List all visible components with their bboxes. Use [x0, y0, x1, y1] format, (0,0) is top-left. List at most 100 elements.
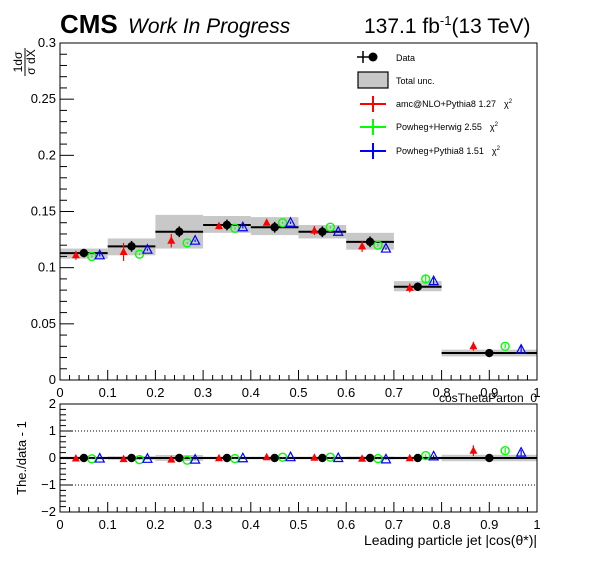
- ratio-y-tick-label: −2: [41, 504, 56, 519]
- main-amc-marker: [71, 250, 80, 259]
- ratio-y-tick-label: 2: [49, 396, 56, 411]
- ratio-data-marker: [222, 453, 232, 463]
- legend-pythia-chi2-value: 1.51: [466, 146, 484, 156]
- ratio-amc-marker: [310, 453, 319, 461]
- ratio-amc-marker: [262, 452, 271, 461]
- legend-entry-amc: amc@NLO+Pythia8 1.27 χ2: [360, 96, 513, 112]
- ratio-data-marker: [127, 453, 136, 463]
- ratio-x-tick-label: 0.3: [194, 517, 212, 532]
- ratio-herwig-marker: [182, 455, 192, 465]
- ratio-panel: 0 0.1 0.2 0.3 0.4 0.5 0.6 0.7 0.8 0.9 1 −2 −1 0 1 2 Th…: [14, 396, 541, 548]
- main-herwig-marker: [134, 249, 145, 259]
- main-amc-marker: [119, 247, 128, 255]
- main-pythia-marker: [141, 243, 153, 254]
- main-pythia-marker: [94, 249, 106, 260]
- main-herwig-marker: [277, 218, 288, 228]
- ratio-x-axis: 0 0.1 0.2 0.3 0.4 0.5 0.6 0.7 0.8 0.9 1: [56, 502, 541, 532]
- legend-amc-chi2-symbol: χ: [504, 99, 509, 109]
- legend-entry-data: Data: [357, 51, 415, 63]
- status-label: Work In Progress: [128, 15, 291, 38]
- ratio-frame: [59, 403, 538, 513]
- legend-entry-herwig: Powheg+Herwig 2.55 χ2: [360, 119, 499, 135]
- legend-herwig-label: Powheg+Herwig 2.55 χ2: [396, 122, 499, 132]
- main-x-tick-label: 0.3: [194, 385, 212, 400]
- main-x-label: cosThetaParton_0: [439, 391, 537, 405]
- main-amc-marker: [214, 221, 223, 230]
- ratio-x-label: Leading particle jet |cos(θ*)|: [364, 532, 537, 548]
- ratio-amc-marker: [469, 446, 478, 454]
- main-pythia-marker: [515, 343, 527, 354]
- main-panel: 0 0.1 0.2 0.3 0.4 0.5 0.6 0.7 0.8 0.9 1 0 0.05 0.1 0.…: [11, 35, 541, 405]
- legend-pythia-chi2-symbol: χ: [492, 146, 497, 156]
- legend-herwig-chi2-symbol: χ: [490, 122, 495, 132]
- main-pythia-marker: [237, 220, 249, 232]
- ratio-herwig-marker: [134, 454, 145, 465]
- legend-herwig-name: Powheg+Herwig: [396, 122, 462, 132]
- ratio-y-tick-label: −1: [41, 477, 56, 492]
- legend-amc-label: amc@NLO+Pythia8 1.27 χ2: [396, 99, 513, 109]
- main-y-tick-label: 0.25: [31, 91, 56, 106]
- main-data-points: [60, 216, 537, 358]
- ratio-x-tick-label: 0.6: [337, 517, 355, 532]
- ratio-data-marker: [270, 453, 279, 463]
- luminosity-label: 137.1 fb-1(13 TeV): [364, 13, 530, 38]
- main-uncertainty-bands: [60, 214, 537, 357]
- ratio-data-marker: [318, 453, 327, 463]
- main-amc-marker: [310, 226, 319, 234]
- main-data-marker: [270, 223, 279, 232]
- ratio-data-marker: [485, 453, 494, 463]
- ratio-data-marker: [175, 453, 184, 463]
- ratio-x-tick-label: 0.7: [385, 517, 403, 532]
- main-data-marker: [318, 227, 327, 236]
- ratio-x-tick-label: 0.5: [289, 517, 307, 532]
- main-data-marker: [127, 242, 136, 251]
- main-y-tick-label: 0.05: [31, 316, 56, 331]
- main-amc-marker: [358, 241, 367, 250]
- main-data-marker: [413, 282, 422, 291]
- legend-entry-total-unc: Total unc.: [357, 71, 435, 89]
- main-x-tick-label: 0.8: [433, 385, 451, 400]
- luminosity-exponent: -1: [440, 13, 452, 28]
- main-amc-marker: [469, 341, 478, 350]
- main-data-marker: [365, 237, 375, 247]
- main-amc-marker: [167, 236, 176, 244]
- ratio-amc-marker: [214, 453, 223, 462]
- legend-amc-chi2-exponent: 2: [509, 99, 513, 105]
- main-pythia-marker: [332, 225, 344, 236]
- main-x-tick-label: 0.2: [146, 385, 164, 400]
- ratio-y-tick-label: 1: [49, 423, 56, 438]
- main-x-tick-label: 0.7: [385, 385, 403, 400]
- ratio-x-tick-label: 0.4: [242, 517, 260, 532]
- main-y-tick-label: 0.3: [38, 35, 56, 50]
- legend-data-marker: [368, 52, 378, 62]
- energy-label: (13 TeV): [451, 15, 530, 38]
- main-amc-marker: [262, 218, 271, 226]
- ratio-x-tick-label: 0.8: [433, 517, 451, 532]
- main-x-tick-label: 0.5: [289, 385, 307, 400]
- ratio-herwig-marker: [500, 446, 510, 456]
- legend-pythia-chi2-exponent: 2: [497, 146, 501, 152]
- ratio-x-tick-label: 0: [56, 517, 63, 532]
- legend-unc-swatch: [357, 71, 389, 89]
- main-pythia-marker: [428, 274, 440, 286]
- main-data-marker: [485, 348, 494, 358]
- legend-pythia-label: Powheg+Pythia8 1.51 χ2: [396, 146, 501, 156]
- legend-entry-pythia: Powheg+Pythia8 1.51 χ2: [360, 143, 501, 159]
- legend-data-label: Data: [396, 53, 415, 63]
- ratio-pythia-marker: [380, 453, 392, 464]
- ratio-x-tick-label: 0.1: [99, 517, 117, 532]
- main-y-tick-label: 0: [49, 372, 56, 387]
- main-y-axis: 0 0.05 0.1 0.15 0.2 0.25 0.3: [31, 35, 74, 387]
- experiment-label: CMS: [60, 9, 118, 39]
- ratio-data-marker: [79, 453, 89, 463]
- ratio-pythia-marker: [515, 446, 527, 457]
- ratio-x-tick-label: 0.2: [146, 517, 164, 532]
- main-pythia-marker: [189, 234, 201, 245]
- main-y-label-denominator: σ dX: [24, 49, 38, 74]
- ratio-pythia-marker: [285, 450, 297, 462]
- legend-herwig-chi2-exponent: 2: [495, 122, 499, 128]
- main-y-tick-label: 0.1: [38, 260, 56, 275]
- legend-amc-chi2-value: 1.27: [478, 99, 496, 109]
- ratio-data-marker: [365, 453, 375, 463]
